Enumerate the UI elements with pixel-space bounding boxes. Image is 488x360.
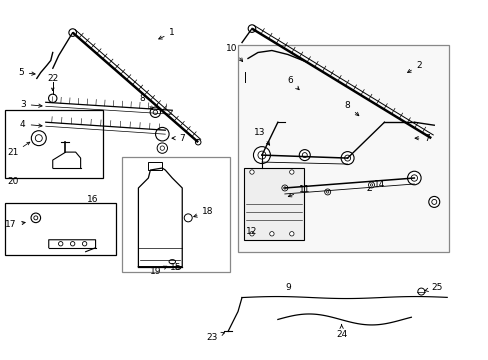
Circle shape (427, 135, 433, 141)
Text: 16: 16 (87, 195, 98, 204)
Text: 3: 3 (20, 100, 42, 109)
Text: 24: 24 (335, 324, 346, 339)
Ellipse shape (175, 266, 181, 269)
Circle shape (153, 110, 157, 114)
Circle shape (253, 147, 270, 163)
Text: 7: 7 (414, 134, 429, 143)
Circle shape (239, 61, 250, 72)
Text: 15: 15 (169, 263, 181, 272)
Bar (5, 110, 102, 178)
Text: 21: 21 (7, 148, 19, 157)
Circle shape (248, 25, 255, 32)
Text: 5: 5 (18, 68, 35, 77)
Circle shape (341, 152, 353, 165)
Text: 11: 11 (288, 185, 310, 197)
Circle shape (150, 107, 160, 117)
Circle shape (34, 216, 38, 220)
Text: 6: 6 (286, 76, 299, 90)
Bar (244, 168, 303, 240)
Circle shape (195, 139, 201, 145)
Circle shape (289, 170, 293, 174)
Circle shape (401, 143, 412, 153)
Bar (148, 162, 162, 170)
Circle shape (299, 150, 309, 161)
Text: 18: 18 (193, 207, 213, 217)
Circle shape (428, 197, 439, 207)
Circle shape (410, 175, 417, 181)
Text: 8: 8 (139, 94, 153, 109)
Circle shape (31, 213, 41, 222)
Text: 7: 7 (172, 134, 185, 143)
Text: 23: 23 (206, 332, 224, 342)
Circle shape (243, 64, 247, 69)
Circle shape (344, 155, 350, 161)
Circle shape (249, 170, 254, 174)
Circle shape (35, 135, 42, 141)
Circle shape (302, 153, 306, 158)
Bar (122, 157, 229, 272)
Circle shape (31, 131, 46, 146)
Circle shape (369, 184, 372, 186)
Text: 22: 22 (47, 74, 58, 83)
Ellipse shape (169, 260, 175, 264)
Text: 13: 13 (254, 128, 269, 145)
Circle shape (184, 214, 192, 222)
Circle shape (69, 29, 76, 36)
Text: 17: 17 (5, 220, 25, 229)
Text: 10: 10 (226, 44, 242, 62)
Bar (5, 203, 116, 255)
Text: 1: 1 (159, 28, 175, 39)
Circle shape (400, 127, 413, 141)
Circle shape (407, 171, 420, 185)
Text: 12: 12 (246, 227, 257, 236)
Circle shape (368, 182, 374, 188)
Circle shape (431, 199, 436, 204)
Circle shape (417, 288, 424, 295)
Circle shape (269, 231, 274, 236)
Text: 14: 14 (367, 180, 385, 190)
Circle shape (359, 116, 363, 121)
Circle shape (258, 151, 265, 159)
Text: 4: 4 (20, 120, 42, 129)
Text: 25: 25 (424, 283, 442, 292)
Text: 19: 19 (149, 266, 166, 276)
Circle shape (249, 231, 254, 236)
Circle shape (157, 143, 167, 153)
Circle shape (324, 189, 330, 195)
Text: 2: 2 (407, 61, 421, 72)
Circle shape (405, 146, 409, 150)
Circle shape (283, 187, 285, 189)
Circle shape (289, 231, 293, 236)
Text: 9: 9 (285, 283, 290, 292)
Text: 20: 20 (7, 177, 19, 186)
Circle shape (160, 146, 164, 150)
Circle shape (356, 113, 366, 123)
Circle shape (155, 127, 169, 141)
Text: 8: 8 (344, 101, 358, 116)
Circle shape (281, 185, 287, 191)
Circle shape (48, 94, 57, 103)
Circle shape (326, 191, 328, 193)
Bar (238, 45, 448, 252)
